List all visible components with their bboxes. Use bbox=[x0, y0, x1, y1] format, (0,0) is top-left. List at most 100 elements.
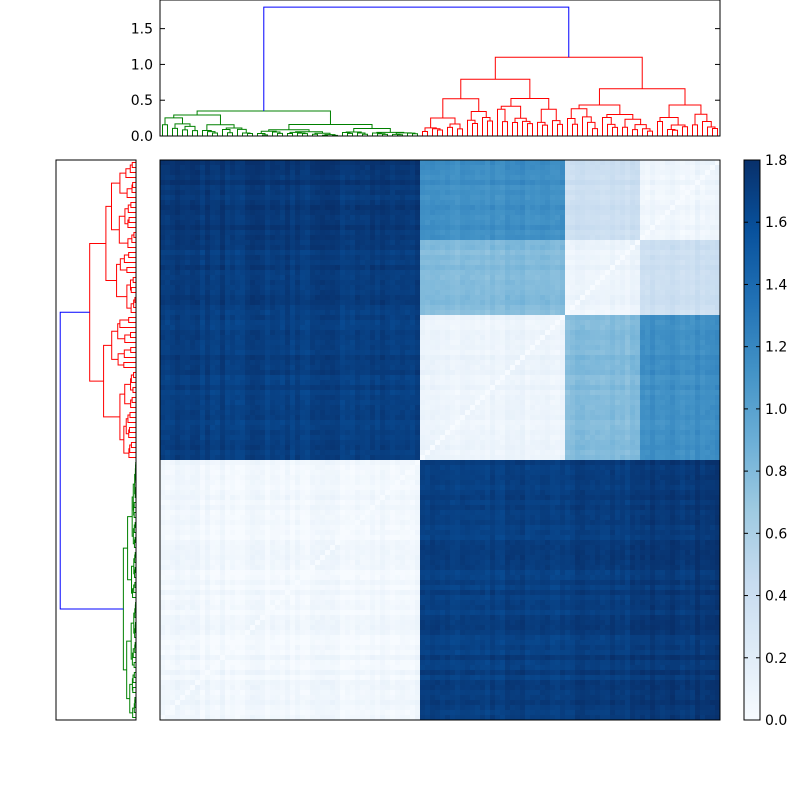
heatmap-cell bbox=[445, 225, 451, 231]
heatmap-cell bbox=[210, 330, 216, 336]
heatmap-cell bbox=[310, 220, 316, 226]
heatmap-cell bbox=[215, 170, 221, 176]
heatmap-cell bbox=[295, 330, 301, 336]
heatmap-cell bbox=[690, 250, 696, 256]
heatmap-cell bbox=[690, 255, 696, 261]
heatmap-cell bbox=[390, 270, 396, 276]
heatmap-cell bbox=[690, 305, 696, 311]
heatmap-cell bbox=[700, 355, 706, 361]
heatmap-cell bbox=[550, 180, 556, 186]
heatmap-cell bbox=[370, 340, 376, 346]
heatmap-cell bbox=[510, 170, 516, 176]
heatmap-cell bbox=[405, 345, 411, 351]
heatmap-cell bbox=[360, 260, 366, 266]
heatmap-cell bbox=[240, 170, 246, 176]
heatmap-cell bbox=[215, 205, 221, 211]
heatmap-cell bbox=[200, 250, 206, 256]
heatmap-cell bbox=[700, 255, 706, 261]
heatmap-cell bbox=[675, 300, 681, 306]
heatmap-cell bbox=[505, 210, 511, 216]
heatmap-cell bbox=[290, 205, 296, 211]
heatmap-cell bbox=[365, 370, 371, 376]
heatmap-cell bbox=[205, 290, 211, 296]
heatmap-cell bbox=[665, 315, 671, 321]
heatmap-cell bbox=[670, 270, 676, 276]
heatmap-cell bbox=[345, 290, 351, 296]
heatmap-cell bbox=[355, 225, 361, 231]
dendrogram-link bbox=[510, 98, 550, 110]
heatmap-cell bbox=[570, 280, 576, 286]
heatmap-cell bbox=[445, 330, 451, 336]
heatmap-cell bbox=[600, 240, 606, 246]
heatmap-cell bbox=[410, 215, 416, 221]
heatmap-cell bbox=[675, 345, 681, 351]
heatmap-cell bbox=[205, 255, 211, 261]
heatmap-cell bbox=[290, 305, 296, 311]
heatmap-cell bbox=[365, 305, 371, 311]
dendrogram-link bbox=[182, 129, 188, 136]
heatmap-cell bbox=[560, 175, 566, 181]
dendrogram-link bbox=[694, 113, 708, 125]
heatmap-cell bbox=[450, 215, 456, 221]
heatmap-cell bbox=[160, 180, 166, 186]
heatmap-cell bbox=[495, 275, 501, 281]
heatmap-cell bbox=[540, 350, 546, 356]
heatmap-cell bbox=[290, 370, 296, 376]
heatmap-cell bbox=[325, 245, 331, 251]
heatmap-cell bbox=[305, 255, 311, 261]
heatmap-cell bbox=[650, 290, 656, 296]
heatmap-cell bbox=[230, 245, 236, 251]
heatmap-cell bbox=[630, 345, 636, 351]
heatmap-cell bbox=[260, 360, 266, 366]
heatmap-cell bbox=[285, 270, 291, 276]
heatmap-cell bbox=[540, 210, 546, 216]
heatmap-cell bbox=[615, 285, 621, 291]
heatmap-cell bbox=[495, 230, 501, 236]
heatmap-cell bbox=[410, 355, 416, 361]
heatmap-cell bbox=[195, 270, 201, 276]
heatmap-cell bbox=[605, 195, 611, 201]
heatmap-cell bbox=[365, 295, 371, 301]
heatmap-cell bbox=[355, 265, 361, 271]
heatmap-cell bbox=[560, 240, 566, 246]
heatmap-cell bbox=[160, 260, 166, 266]
heatmap-cell bbox=[510, 345, 516, 351]
heatmap-cell bbox=[370, 305, 376, 311]
heatmap-cell bbox=[370, 330, 376, 336]
heatmap-cell bbox=[515, 330, 521, 336]
heatmap-cell bbox=[685, 260, 691, 266]
heatmap-cell bbox=[210, 265, 216, 271]
heatmap-cell bbox=[485, 280, 491, 286]
heatmap-cell bbox=[620, 160, 626, 166]
heatmap-cell bbox=[650, 170, 656, 176]
heatmap-cell bbox=[625, 210, 631, 216]
heatmap-cell bbox=[180, 325, 186, 331]
heatmap-cell bbox=[450, 315, 456, 321]
heatmap-cell bbox=[350, 295, 356, 301]
heatmap-cell bbox=[255, 210, 261, 216]
heatmap-cell bbox=[675, 295, 681, 301]
heatmap-cell bbox=[500, 260, 506, 266]
heatmap-cell bbox=[175, 305, 181, 311]
heatmap-cell bbox=[610, 205, 616, 211]
heatmap-cell bbox=[500, 305, 506, 311]
heatmap-cell bbox=[490, 255, 496, 261]
heatmap-cell bbox=[385, 335, 391, 341]
heatmap-cell bbox=[705, 280, 711, 286]
heatmap-cell bbox=[235, 315, 241, 321]
heatmap-cell bbox=[715, 360, 721, 366]
heatmap-cell bbox=[215, 190, 221, 196]
heatmap-cell bbox=[365, 255, 371, 261]
heatmap-cell bbox=[290, 250, 296, 256]
heatmap-cell bbox=[200, 220, 206, 226]
heatmap-cell bbox=[540, 310, 546, 316]
heatmap-cell bbox=[205, 165, 211, 171]
heatmap-cell bbox=[610, 255, 616, 261]
heatmap-cell bbox=[485, 170, 491, 176]
heatmap-cell bbox=[710, 190, 716, 196]
heatmap-cell bbox=[565, 220, 571, 226]
heatmap-cell bbox=[300, 230, 306, 236]
heatmap-cell bbox=[545, 250, 551, 256]
heatmap-cell bbox=[595, 290, 601, 296]
heatmap-cell bbox=[425, 275, 431, 281]
